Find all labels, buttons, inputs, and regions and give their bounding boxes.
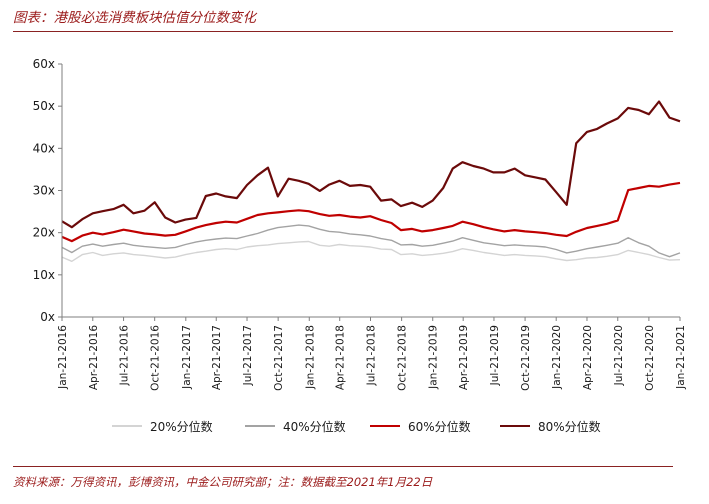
y-tick-label: 40x <box>33 141 55 155</box>
series-line-2 <box>61 224 681 258</box>
x-tick-label: Oct-21-2018 <box>397 325 409 391</box>
x-tick-label: Apr-21-2016 <box>88 325 100 390</box>
legend-swatch-60 <box>370 425 400 427</box>
legend-label-60: 60%分位数 <box>408 419 471 434</box>
legend-label-40: 40%分位数 <box>283 419 346 434</box>
x-tick-label: Apr-21-2020 <box>582 325 594 390</box>
x-tick-label: Apr-21-2019 <box>458 325 470 390</box>
legend-label-80: 80%分位数 <box>538 419 601 434</box>
y-tick-label: 30x <box>33 184 55 198</box>
x-tick-label: Jan-21-2018 <box>304 325 316 390</box>
x-tick-label: Jan-21-2019 <box>428 325 440 390</box>
x-tick-label: Jan-21-2021 <box>675 325 687 390</box>
y-tick-label: 50x <box>33 99 55 113</box>
x-tick-label: Jan-21-2016 <box>57 325 69 390</box>
x-tick-label: Oct-21-2020 <box>644 325 656 391</box>
legend-label-20: 20%分位数 <box>150 419 213 434</box>
source-note: 资料来源：万得资讯，彭博资讯，中金公司研究部；注：数据截至2021年1月22日 <box>13 475 433 489</box>
legend-swatch-80 <box>500 425 530 427</box>
legend: 20%分位数 40%分位数 60%分位数 80%分位数 <box>112 416 632 436</box>
title-divider <box>13 31 673 32</box>
x-tick-label: Jul-21-2016 <box>119 325 131 387</box>
x-tick-label: Jul-21-2020 <box>613 325 625 386</box>
legend-item-80: 80%分位数 <box>500 416 601 436</box>
y-tick-label: 60x <box>33 57 55 71</box>
x-tick-label: Oct-21-2017 <box>273 325 285 391</box>
legend-swatch-40 <box>245 425 275 427</box>
y-tick-label: 10x <box>33 268 55 282</box>
plot-lines <box>61 100 681 262</box>
x-tick-label: Apr-21-2017 <box>211 325 223 390</box>
x-axis: Jan-21-2016 Apr-21-2016 Jul-21-2016 Oct-21-… <box>57 316 687 391</box>
line-chart: 0x 10x 20x 30x 40x 50x 60x Jan-21-2016 Apr-21-2… <box>33 57 687 391</box>
x-tick-label: Apr-21-2018 <box>335 325 347 390</box>
legend-swatch-20 <box>112 425 142 427</box>
footer-divider <box>13 466 673 467</box>
legend-item-40: 40%分位数 <box>245 416 346 436</box>
legend-item-20: 20%分位数 <box>112 416 213 436</box>
x-tick-label: Oct-21-2019 <box>520 325 532 391</box>
x-tick-label: Jul-21-2018 <box>365 325 377 386</box>
legend-item-60: 60%分位数 <box>370 416 471 436</box>
chart-title: 图表：港股必选消费板块估值分位数变化 <box>13 10 256 26</box>
x-tick-label: Jan-21-2020 <box>551 325 563 390</box>
x-tick-label: Jul-21-2017 <box>242 325 254 386</box>
x-tick-label: Jan-21-2017 <box>181 325 193 390</box>
y-tick-label: 20x <box>33 226 55 240</box>
x-tick-label: Jul-21-2019 <box>489 325 501 386</box>
x-tick-label: Oct-21-2016 <box>150 325 162 391</box>
y-tick-label: 0x <box>40 310 55 324</box>
y-axis: 0x 10x 20x 30x 40x 50x 60x <box>33 57 63 324</box>
series-line-1 <box>61 240 681 262</box>
series-line-3 <box>61 181 681 243</box>
series-line-4 <box>61 100 681 229</box>
